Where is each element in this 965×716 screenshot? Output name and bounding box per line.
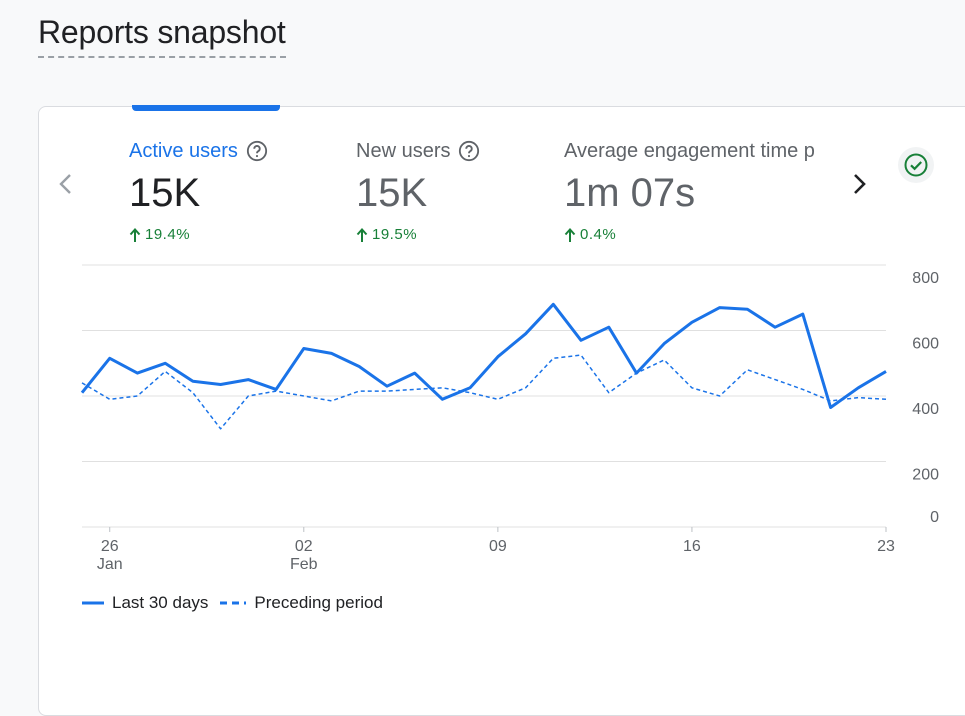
x-tick-label: 16 <box>683 538 701 555</box>
x-tick-sublabel: Jan <box>97 556 123 573</box>
series-line-last-30-days <box>82 304 886 407</box>
series-line-preceding-period <box>82 355 886 429</box>
x-tick-label: 23 <box>877 538 895 555</box>
x-tick-label: 09 <box>489 538 507 555</box>
x-tick-label: 26 <box>101 538 119 555</box>
y-tick-label: 800 <box>912 270 939 287</box>
y-tick-label: 600 <box>912 336 939 353</box>
y-tick-label: 400 <box>912 401 939 418</box>
y-tick-label: 200 <box>912 467 939 484</box>
x-tick-sublabel: Feb <box>290 556 318 573</box>
x-tick-label: 02 <box>295 538 313 555</box>
y-tick-label: 0 <box>930 509 939 526</box>
